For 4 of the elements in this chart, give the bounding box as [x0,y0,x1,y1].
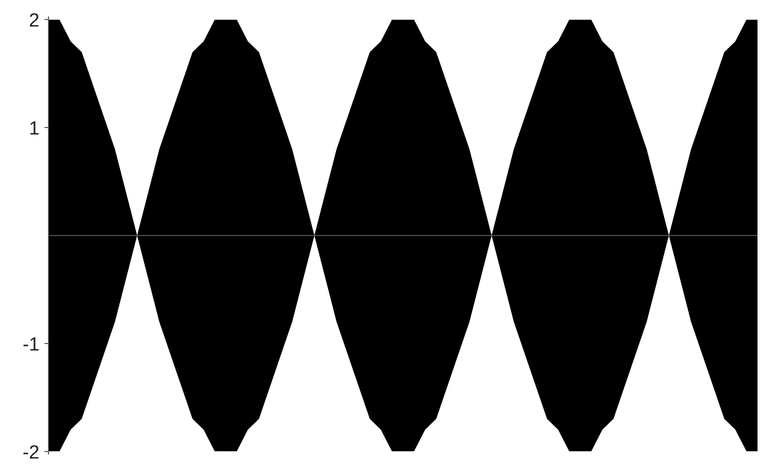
y-tick-label: -2 [22,442,40,464]
y-tick-label: 1 [28,118,40,140]
y-tick-label: -1 [22,334,40,356]
y-tick-label: 2 [28,10,40,32]
